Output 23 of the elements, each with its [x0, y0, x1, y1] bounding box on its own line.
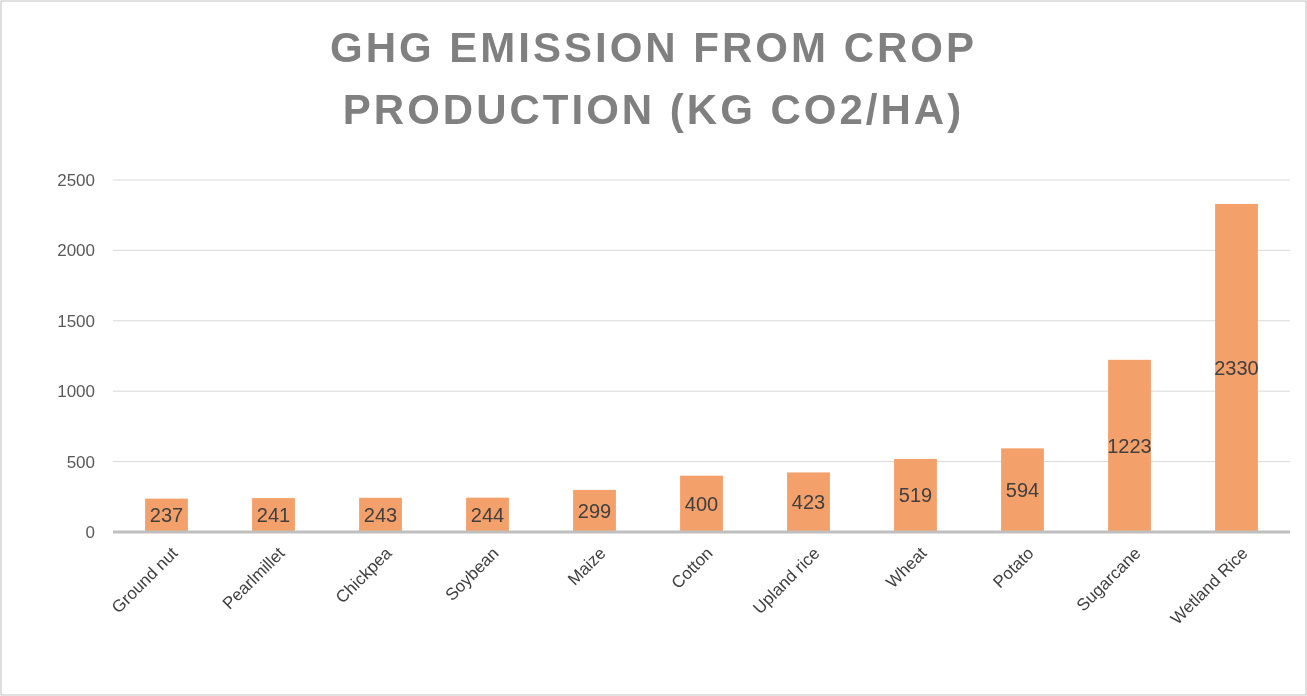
data-label: 244 [470, 503, 505, 526]
data-label: 1223 [1107, 434, 1152, 457]
data-label: 423 [791, 491, 826, 514]
bar [1215, 203, 1258, 532]
data-label: 243 [363, 503, 398, 526]
data-label: 519 [898, 484, 933, 507]
data-label: 400 [684, 492, 719, 515]
y-tick-label: 2500 [57, 170, 95, 190]
bar [787, 472, 830, 532]
bar [1001, 448, 1044, 532]
chart-title: GHG EMISSION FROM CROP PRODUCTION (KG CO2/HA) [329, 24, 978, 133]
data-label: 299 [577, 499, 612, 522]
y-tick-label: 1500 [57, 311, 95, 331]
data-label: 2330 [1214, 356, 1259, 379]
bar [894, 458, 937, 532]
data-label: 241 [256, 504, 291, 527]
y-tick-label: 2000 [57, 241, 95, 261]
y-tick-label: 500 [66, 452, 95, 472]
y-tick-label: 1000 [57, 382, 95, 402]
data-label: 594 [1005, 479, 1040, 502]
bar [1108, 359, 1151, 532]
y-tick-label: 0 [85, 522, 95, 542]
data-label: 237 [149, 504, 184, 527]
